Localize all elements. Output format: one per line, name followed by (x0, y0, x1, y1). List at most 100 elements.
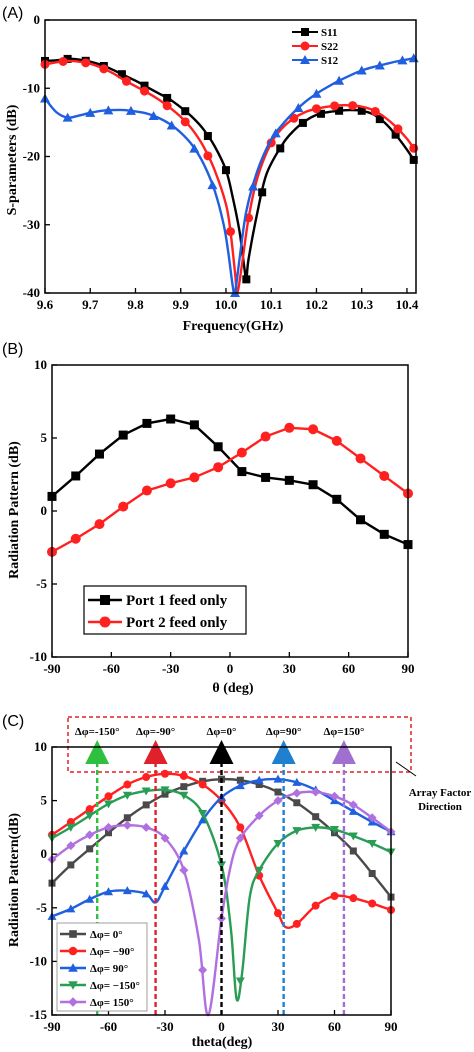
panel-a-point-s22 (226, 227, 235, 237)
panel-b-point-2 (260, 431, 271, 442)
panel-a-point-s22 (58, 56, 68, 66)
panel-a-point-s11 (258, 188, 267, 197)
panel-b-xtick-label: 0 (227, 661, 234, 676)
panel-b-xtick-label: 30 (283, 661, 296, 676)
panel-a-xtick-label: 9.9 (173, 297, 190, 312)
panel-a-point-s22 (180, 117, 190, 127)
panel-c-legend-label: Δφ= 90° (90, 963, 128, 975)
panel-a-point-s12 (311, 88, 322, 98)
panel-a-point-s22 (409, 143, 419, 153)
panel-c-point-1 (123, 814, 131, 822)
panel-b-point-2 (189, 472, 200, 483)
panel-c-xtick-label: -30 (156, 1019, 173, 1034)
panel-c-point-3 (254, 775, 264, 784)
panel-c-point-2 (142, 773, 151, 782)
panel-b: (B) Radiation Pattern (dB) θ (deg) -90 -6… (2, 341, 415, 696)
panel-c-point-5 (160, 833, 170, 843)
panel-b-point-1 (284, 475, 294, 485)
panel-a-point-s12 (334, 75, 345, 85)
panel-a-point-s11 (221, 166, 230, 175)
panel-label-b: (B) (2, 341, 23, 358)
panel-a-point-s11 (335, 106, 344, 115)
panel-a-legend-marker (300, 55, 310, 64)
panel-c-point-3 (348, 806, 358, 815)
panel-c-xtick-label: -60 (100, 1019, 117, 1034)
panel-b-legend: Port 1 feed only Port 2 feed only (83, 585, 247, 635)
panel-a-point-s11 (140, 81, 149, 90)
panel-c-xlabel: theta(deg) (192, 1035, 253, 1050)
panel-b-ytick-label: 10 (34, 357, 47, 372)
panel-a-point-s11 (316, 109, 325, 118)
panel-a-point-s11 (357, 106, 366, 115)
panel-c-point-5 (85, 830, 95, 840)
panel-c-xtick-label: 0 (218, 1019, 225, 1034)
beam-label-2: Δφ=-90° (136, 726, 175, 738)
panel-b-series-line-1 (51, 417, 409, 546)
panel-a-point-s22 (370, 106, 380, 116)
panel-a-frame (44, 19, 417, 294)
panel-c-point-3 (122, 886, 132, 895)
panel-c-xtick-label: 30 (272, 1019, 285, 1034)
panel-b-ylabel: Radiation Pattern (dB) (7, 441, 22, 579)
panel-c-point-3 (198, 815, 208, 824)
panel-b-point-1 (213, 442, 223, 452)
panel-c-ytick-label: -10 (30, 953, 47, 968)
panel-b-point-1 (379, 529, 389, 539)
beam-label-4: Δφ=90° (266, 726, 301, 738)
panel-c-point-1 (142, 801, 150, 809)
panel-a-legend-marker (300, 41, 310, 51)
panel-b-legend-marker (100, 595, 110, 605)
panel-c-point-4 (330, 826, 339, 835)
panel-b-legend-label: Port 1 feed only (126, 593, 228, 609)
panel-a-point-s22 (330, 101, 340, 111)
panel-c-legend-marker (68, 946, 78, 956)
panel-a-series-line-s12 (44, 57, 414, 297)
panel-c-point-5 (104, 822, 113, 832)
panel-c-point-5 (367, 813, 377, 823)
panel-c-point-4 (160, 786, 170, 795)
panel-b-legend-label: Port 2 feed only (126, 615, 228, 631)
panel-a-point-s11 (163, 93, 172, 102)
panel-c-point-1 (349, 847, 357, 855)
panel-c-point-4 (292, 827, 302, 836)
panel-c-point-4 (104, 800, 113, 809)
panel-a-legend-marker (301, 28, 309, 36)
panel-c-point-4 (85, 812, 95, 821)
beam-label-1: Δφ=-150° (75, 726, 120, 738)
panel-c-point-4 (254, 866, 264, 875)
panel-label-c: (C) (2, 713, 24, 730)
panel-c-point-5 (292, 788, 302, 798)
panel-c-ytick-label: 5 (41, 793, 48, 808)
panel-c-point-1 (67, 861, 75, 869)
panel-c-point-2 (311, 901, 320, 910)
panel-c-point-2 (104, 792, 113, 801)
panel-c-ytick-label: 10 (34, 739, 47, 754)
panel-b-frame (51, 364, 409, 658)
panel-c-point-2 (198, 780, 207, 789)
panel-a-point-s11 (276, 144, 285, 153)
panel-c-ytick-label: -15 (30, 1007, 48, 1022)
panel-c-ytick-label: 0 (41, 846, 48, 861)
panel-a-point-s12 (166, 120, 177, 130)
panel-c-point-5 (122, 820, 132, 830)
panel-c-legend-label: Δφ= 0° (90, 929, 123, 941)
panel-c-point-1 (368, 869, 376, 877)
panel-b-point-2 (94, 519, 105, 530)
panel-a-legend-label: S12 (321, 55, 339, 67)
beam-label-5: Δφ=150° (323, 726, 364, 738)
panel-a-point-s11 (391, 130, 400, 139)
panel-b-point-2 (118, 501, 129, 512)
panel-b-ytick-label: 5 (41, 430, 48, 445)
panel-a-point-s12 (270, 128, 281, 138)
panel-c-point-4 (198, 809, 208, 818)
panel-c-point-3 (66, 904, 76, 913)
panel-c-point-3 (85, 894, 95, 903)
panel-b-series-line-2 (51, 426, 409, 553)
panel-c-xtick-label: 90 (385, 1019, 398, 1034)
panel-a-point-s22 (348, 101, 358, 111)
panel-b-xtick-label: 60 (342, 661, 355, 676)
panel-c-point-1 (293, 799, 301, 807)
panel-c-point-5 (330, 791, 339, 801)
panel-a-point-s22 (162, 101, 172, 111)
panel-c-point-1 (105, 829, 112, 837)
